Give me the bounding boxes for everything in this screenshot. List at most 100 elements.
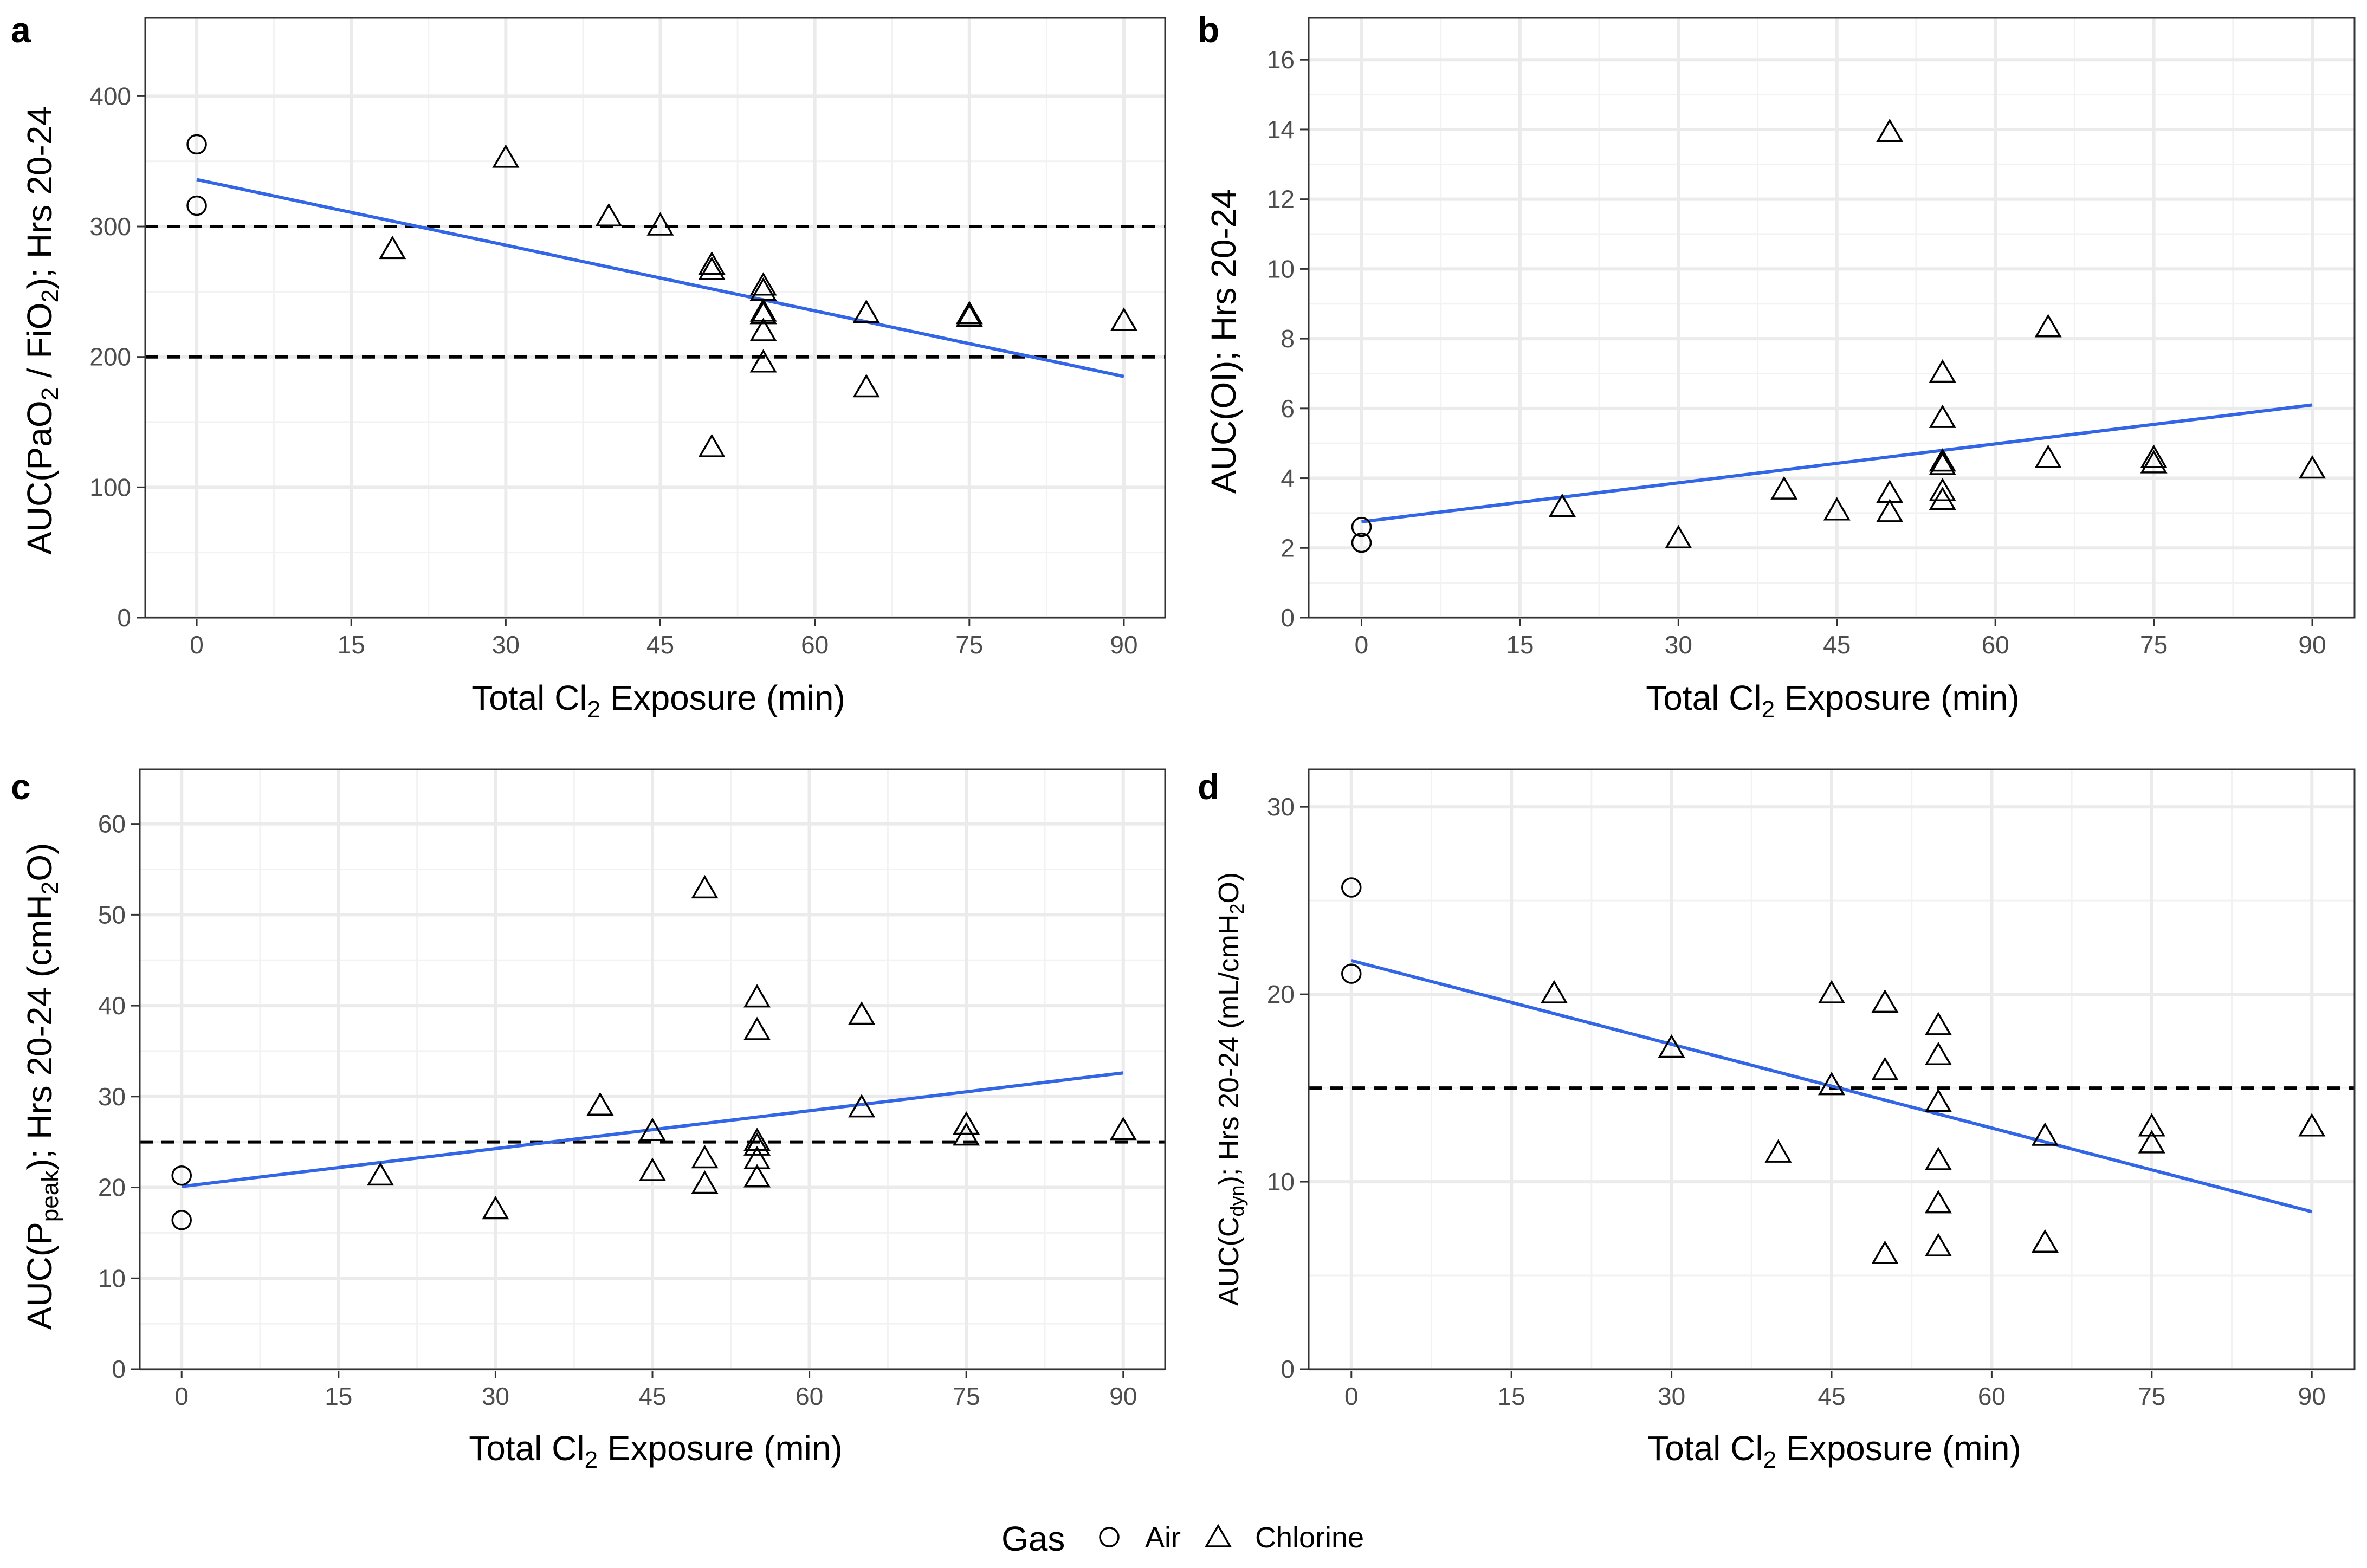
panel-c-border: [139, 768, 1166, 1370]
panel-b-y-tick-label: 16: [1267, 46, 1295, 74]
panel-c-x-tick-label: 60: [796, 1382, 823, 1410]
panel-a-y-tick-label: 0: [117, 604, 131, 632]
panel-d-chlorine-point: [1764, 1139, 1792, 1163]
panel-d-x-tick-label: 75: [2138, 1382, 2165, 1410]
panel-c-y-tick-label: 60: [98, 810, 126, 838]
panel-c-air-point: [171, 1210, 192, 1230]
panel-b-chlorine-point: [1770, 476, 1798, 500]
panel-d-plot-area: 0 15 30 45 60 75 90 0 10 20 30: [1267, 768, 2356, 1410]
panel-b-x-axis-title: Total Cl2 Exposure (min): [1646, 678, 2020, 723]
panel-b-air-point: [1351, 532, 1372, 553]
panel-c-y-axis-title: AUC(Ppeak); Hrs 20-24 (cmH2O): [20, 843, 63, 1330]
legend-title: Gas: [1001, 1519, 1065, 1558]
panel-a-y-tick-label: 400: [89, 82, 131, 110]
panel-d-regression-line: [1351, 958, 2312, 1214]
panel-c-tag: c: [11, 767, 31, 807]
panel-c-x-tick-label: 0: [174, 1382, 189, 1410]
panel-b-chlorine-point: [1876, 118, 1904, 142]
panel-d-chlorine-point: [1871, 1057, 1899, 1080]
panel-c-chlorine-point: [743, 1145, 771, 1169]
panel-c-chlorine-point: [743, 1164, 771, 1188]
panel-b-y-tick-label: 0: [1280, 604, 1295, 632]
panel-a-plot-area: 0 15 30 45 60 75 90 0 100 200 300 400: [89, 17, 1166, 659]
panel-b-chlorine-point: [1876, 498, 1904, 522]
panel-b-chlorine-point: [1929, 486, 1956, 510]
panel-d-chlorine-point: [1540, 980, 1568, 1003]
panel-a-x-tick-label: 75: [955, 631, 983, 659]
panel-a-x-tick-label: 60: [801, 631, 829, 659]
panel-b-chlorine-point: [2034, 314, 2062, 338]
panel-c-chlorine-point: [691, 1170, 719, 1194]
panel-d-x-tick-label: 90: [2298, 1382, 2326, 1410]
panel-c-y-tick-label: 20: [98, 1174, 126, 1202]
panel-a-regression-line: [196, 178, 1124, 378]
panel-b-y-tick-label: 14: [1267, 115, 1295, 144]
panel-c-x-tick-label: 90: [1109, 1382, 1137, 1410]
panel-d-border: [1308, 768, 2356, 1370]
panel-d-chlorine-point: [1924, 1190, 1952, 1214]
panel-a-chlorine-point: [1110, 307, 1137, 331]
panel-a-chlorine-point: [749, 301, 777, 325]
panel-a-x-tick-label: 30: [492, 631, 520, 659]
panel-c-chlorine-point: [953, 1111, 980, 1135]
panel-d-chlorine-point: [1871, 989, 1899, 1013]
panel-d-chlorine-point: [2138, 1130, 2165, 1154]
panel-b-chlorine-point: [2140, 444, 2168, 468]
panel-c-chlorine-point: [743, 1132, 771, 1156]
panel-a-x-tick-label: 0: [190, 631, 204, 659]
panel-b-x-tick-label: 75: [2140, 631, 2168, 659]
panel-c-chlorine-point: [743, 1128, 771, 1151]
panel-b-tag: b: [1198, 10, 1219, 50]
panel-d-chlorine-point: [2298, 1113, 2326, 1137]
panel-a-air-point: [186, 134, 207, 155]
panel-b-regression-line: [1361, 403, 2313, 523]
panel-a-air-point: [186, 195, 207, 216]
panel-b-chlorine-point: [1929, 359, 1956, 383]
panel-a-chlorine-point: [852, 373, 880, 398]
legend-air-circle-icon: [1099, 1527, 1120, 1547]
panel-d-tag: d: [1198, 767, 1219, 807]
panel-d-x-tick-label: 30: [1658, 1382, 1685, 1410]
panel-d-x-tick-label: 0: [1344, 1382, 1359, 1410]
panel-b-y-tick-label: 6: [1280, 394, 1295, 423]
panel-b-x-tick-label: 60: [1982, 631, 2009, 659]
panel-c-x-tick-label: 75: [953, 1382, 980, 1410]
panel-c-chlorine-point: [953, 1122, 980, 1146]
panel-c-chlorine-point: [691, 874, 719, 899]
panel-c-chlorine-point: [367, 1162, 394, 1186]
panel-d-chlorine-point: [2031, 1229, 2059, 1253]
panel-d-y-tick-label: 30: [1267, 793, 1295, 821]
panel-c-chlorine-point: [482, 1195, 509, 1220]
panel-b-y-tick-label: 12: [1267, 185, 1295, 213]
panel-c-x-tick-label: 15: [325, 1382, 352, 1410]
panel-c-y-tick-label: 0: [112, 1355, 126, 1383]
panel-a-chlorine-point: [749, 349, 777, 373]
panel-c-chlorine-point: [638, 1157, 667, 1181]
panel-c: c 0 15 30 45 60 75 90 0 10 20 30 40 50 60 Total Cl2 E…: [11, 767, 1166, 1473]
panel-d-y-tick-label: 20: [1267, 980, 1295, 1008]
panel-b-y-tick-label: 2: [1280, 534, 1295, 562]
panel-d-chlorine-point: [1924, 1146, 1952, 1170]
panel-a-chlorine-point: [698, 251, 726, 275]
panel-d-chlorine-point: [1818, 1072, 1846, 1096]
panel-c-y-tick-label: 50: [98, 900, 126, 929]
panel-b-y-axis-title: AUC(OI); Hrs 20-24: [1204, 189, 1243, 494]
panel-c-chlorine-point: [848, 1094, 876, 1118]
panel-a-chlorine-point: [955, 301, 983, 325]
panel-c-chlorine-point: [586, 1092, 614, 1116]
panel-b-x-tick-label: 45: [1823, 631, 1851, 659]
panel-d-y-tick-label: 0: [1280, 1355, 1295, 1383]
panel-a-chlorine-point: [749, 318, 777, 341]
panel-a-y-tick-label: 100: [89, 473, 131, 501]
panel-c-x-axis-title: Total Cl2 Exposure (min): [469, 1429, 843, 1473]
panel-b: b 0 15 30 45 60 75 90 0 2 4 6 8 10 12 14 16 Total Cl2 E…: [1198, 10, 2356, 723]
panel-c-y-tick-label: 30: [98, 1083, 126, 1111]
legend: Gas Air Chlorine: [1001, 1519, 1364, 1558]
legend-air-label: Air: [1145, 1521, 1181, 1554]
legend-chlorine-triangle-icon: [1204, 1524, 1232, 1547]
panel-b-chlorine-point: [1823, 497, 1851, 521]
panel-b-chlorine-point: [2140, 450, 2168, 474]
panel-d-air-point: [1341, 877, 1362, 898]
panel-c-air-point: [171, 1165, 192, 1186]
